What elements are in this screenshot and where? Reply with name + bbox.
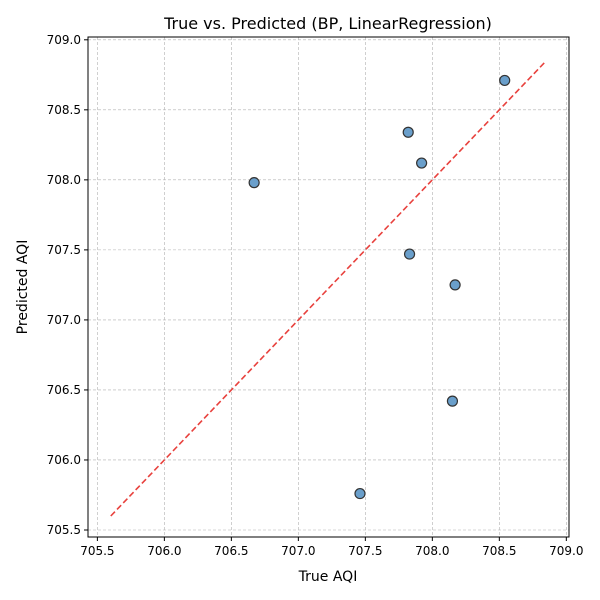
y-tick-label: 707.0 — [47, 313, 81, 327]
x-tick-label: 709.0 — [549, 544, 583, 558]
y-tick-label: 709.0 — [47, 33, 81, 47]
x-tick-label: 708.0 — [415, 544, 449, 558]
y-axis-label: Predicted AQI — [15, 240, 31, 335]
x-tick-label: 707.0 — [281, 544, 315, 558]
x-axis-ticks: 705.5 706.0 706.5 707.0 707.5 708.0 708.5 709.0 — [80, 537, 584, 558]
data-point — [499, 74, 511, 87]
reference-line — [110, 60, 547, 517]
x-tick-label: 706.5 — [214, 544, 248, 558]
x-axis-label: True AQI — [298, 569, 358, 585]
data-point — [403, 248, 416, 260]
data-points — [248, 74, 511, 500]
x-tick-label: 705.5 — [80, 544, 114, 558]
data-point — [354, 487, 366, 500]
x-tick-label: 706.0 — [147, 544, 181, 558]
data-point — [449, 279, 461, 291]
data-point — [446, 395, 459, 407]
y-tick-label: 705.5 — [47, 523, 81, 537]
y-tick-label: 707.5 — [47, 243, 81, 257]
data-point — [402, 126, 414, 138]
y-tick-label: 706.0 — [47, 453, 81, 467]
data-point — [416, 157, 428, 169]
x-tick-label: 708.5 — [482, 544, 516, 558]
grid — [88, 37, 569, 537]
y-tick-label: 708.5 — [47, 103, 81, 117]
x-tick-label: 707.5 — [348, 544, 382, 558]
data-point — [248, 177, 260, 189]
y-axis-ticks: 705.5 706.0 706.5 707.0 707.5 708.0 708.5 709.0 — [47, 33, 88, 537]
y-tick-label: 708.0 — [47, 173, 81, 187]
y-tick-label: 706.5 — [47, 383, 81, 397]
plot-frame — [87, 36, 570, 538]
chart-title: True vs. Predicted (BP, LinearRegression… — [163, 14, 492, 33]
reference-line-group — [110, 60, 547, 517]
